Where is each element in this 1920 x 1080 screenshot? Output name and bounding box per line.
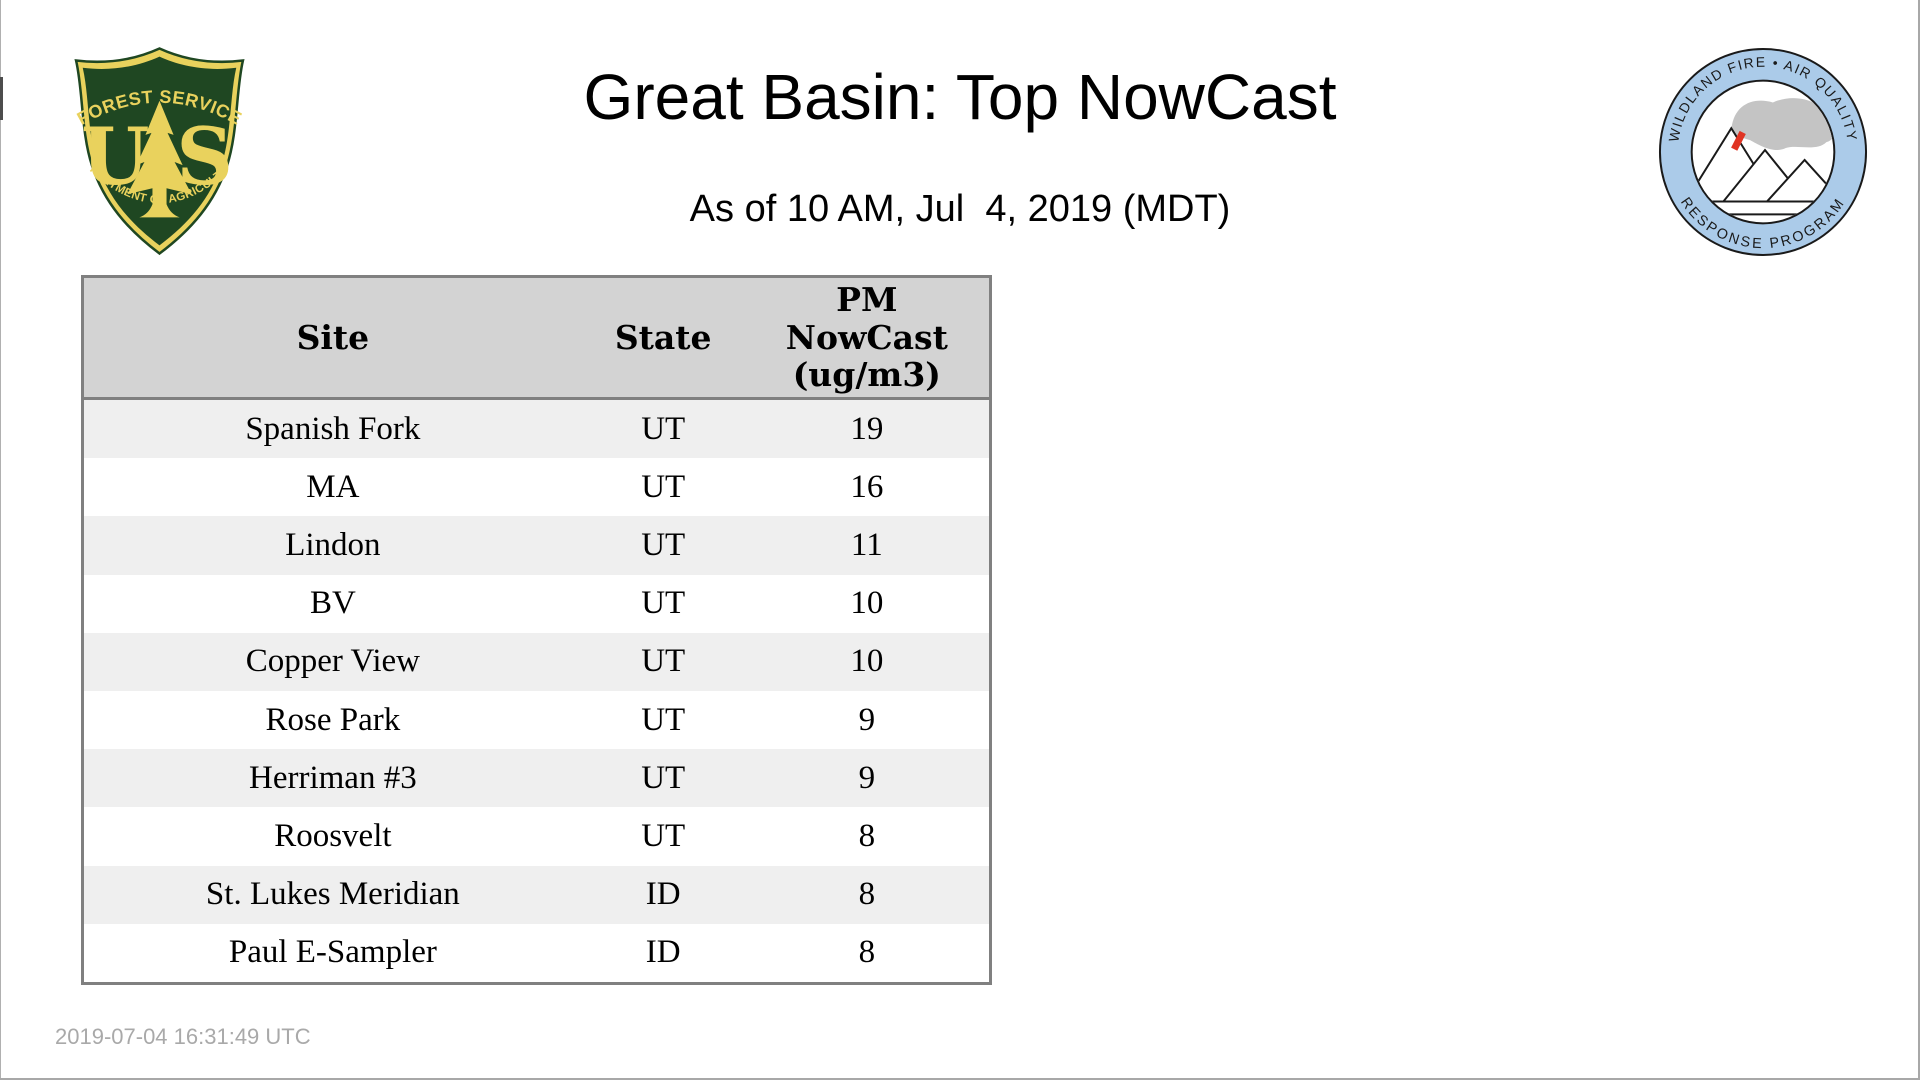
cell-nowcast: 10 [850, 643, 884, 680]
cell-state: UT [641, 643, 686, 680]
table-row: St. Lukes Meridian ID 8 [84, 865, 989, 924]
cell-state: UT [641, 818, 686, 855]
cell-site: Herriman #3 [249, 759, 417, 796]
page-edge-line-bottom [0, 1078, 1920, 1080]
usfs-tree-icon [127, 100, 192, 218]
page-subtitle: As of 10 AM, Jul 4, 2019 (MDT) [689, 188, 1231, 230]
us-forest-service-logo: FOREST SERVICE U S DEPARTMENT OF AGRICUL… [64, 44, 245, 256]
nowcast-table: Site State PM NowCast (ug/m3) Spanish Fo… [81, 275, 992, 985]
usfs-shield-icon: FOREST SERVICE U S DEPARTMENT OF AGRICUL… [64, 44, 245, 256]
cell-state: UT [641, 468, 686, 505]
cell-site: Copper View [245, 643, 421, 680]
cell-state: UT [641, 585, 686, 622]
cell-site: BV [309, 585, 356, 622]
cell-site: MA [306, 468, 360, 505]
cell-state: ID [645, 876, 681, 913]
cell-site: Roosvelt [274, 818, 392, 855]
table-row: Lindon UT 11 [84, 516, 989, 575]
left-edge-artifact [0, 77, 3, 120]
cell-nowcast: 8 [858, 818, 876, 855]
wfaqrp-badge-icon: WILDLAND FIRE • AIR QUALITY RESPONSE PRO… [1658, 47, 1868, 257]
table-body: Spanish Fork UT 19 MA UT 16 Lindon UT 11… [84, 400, 989, 983]
cell-site: Paul E-Sampler [228, 934, 437, 971]
cell-site: Lindon [285, 527, 381, 563]
cell-nowcast: 19 [850, 410, 884, 447]
cell-site: St. Lukes Meridian [205, 876, 460, 913]
cell-state: UT [641, 759, 686, 796]
table-header-site: Site [296, 317, 370, 357]
cell-nowcast: 9 [858, 759, 876, 796]
cell-state: UT [641, 410, 686, 447]
cell-state: ID [645, 934, 681, 971]
table-row: MA UT 16 [84, 458, 989, 517]
cell-nowcast: 10 [850, 585, 884, 622]
table-row: Rose Park UT 9 [84, 691, 989, 750]
page-edge-line-left [0, 0, 1, 1080]
cell-site: Rose Park [265, 701, 401, 738]
cell-nowcast: 11 [850, 527, 883, 563]
cell-state: UT [641, 701, 686, 738]
cell-state: UT [641, 527, 686, 563]
wfaqrp-smoke-icon [1731, 98, 1834, 151]
table-row: Spanish Fork UT 19 [84, 400, 989, 459]
table-row: BV UT 10 [84, 574, 989, 633]
cell-nowcast: 16 [850, 468, 884, 505]
cell-nowcast: 8 [858, 876, 876, 913]
table-row: Herriman #3 UT 9 [84, 749, 989, 808]
footer-timestamp: 2019-07-04 16:31:49 UTC [55, 1024, 311, 1049]
table-header-state: State [614, 317, 712, 357]
page-edge-line-right [1918, 0, 1920, 1080]
wfaqrp-logo: WILDLAND FIRE • AIR QUALITY RESPONSE PRO… [1658, 47, 1868, 257]
table-header-pm-nowcast: PM NowCast (ug/m3) [785, 279, 948, 395]
table-row: Paul E-Sampler ID 8 [84, 923, 989, 983]
cell-site: Spanish Fork [245, 410, 421, 447]
table-row: Roosvelt UT 8 [84, 807, 989, 866]
table-header-row: Site State PM NowCast (ug/m3) [84, 278, 989, 400]
wfaqrp-flame-icon [1731, 130, 1746, 151]
table-row: Copper View UT 10 [84, 632, 989, 692]
cell-nowcast: 9 [858, 701, 876, 738]
cell-nowcast: 8 [858, 934, 876, 971]
page-title: Great Basin: Top NowCast [583, 61, 1337, 133]
